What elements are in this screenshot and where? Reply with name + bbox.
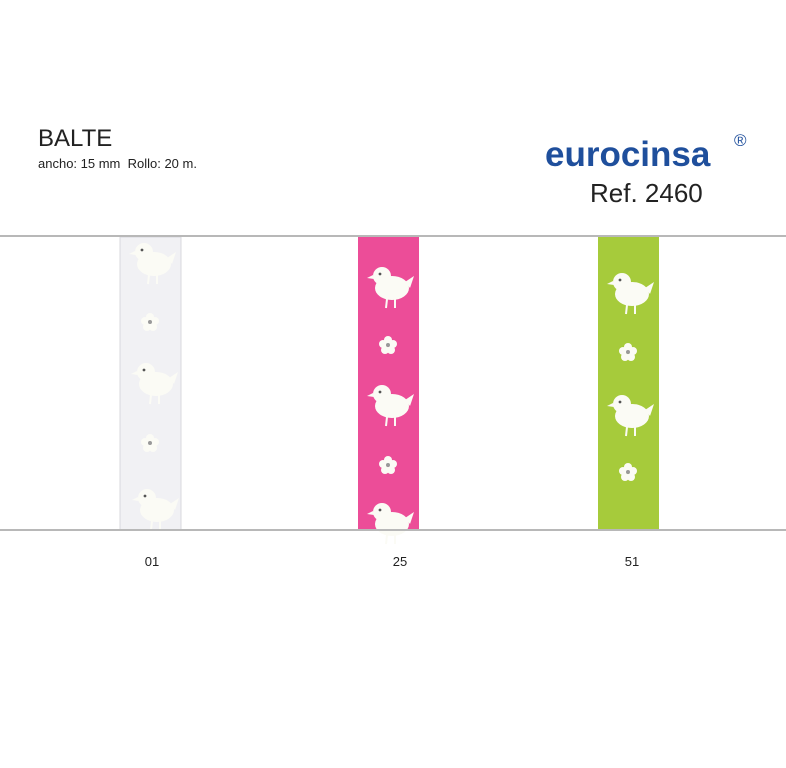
- specs: ancho: 15 mm Rollo: 20 m.: [38, 156, 197, 171]
- reference: Ref. 2460: [590, 178, 703, 208]
- title: BALTE: [38, 125, 112, 152]
- registered-mark: ®: [734, 131, 747, 150]
- ribbon-white: [119, 236, 182, 531]
- swatch-code: 25: [393, 554, 407, 569]
- brand-logo: eurocinsa: [545, 135, 711, 174]
- ribbon-pink: [358, 237, 419, 545]
- ribbon-green: [598, 237, 659, 530]
- swatch-code: 51: [625, 554, 639, 569]
- swatch-code: 01: [145, 554, 159, 569]
